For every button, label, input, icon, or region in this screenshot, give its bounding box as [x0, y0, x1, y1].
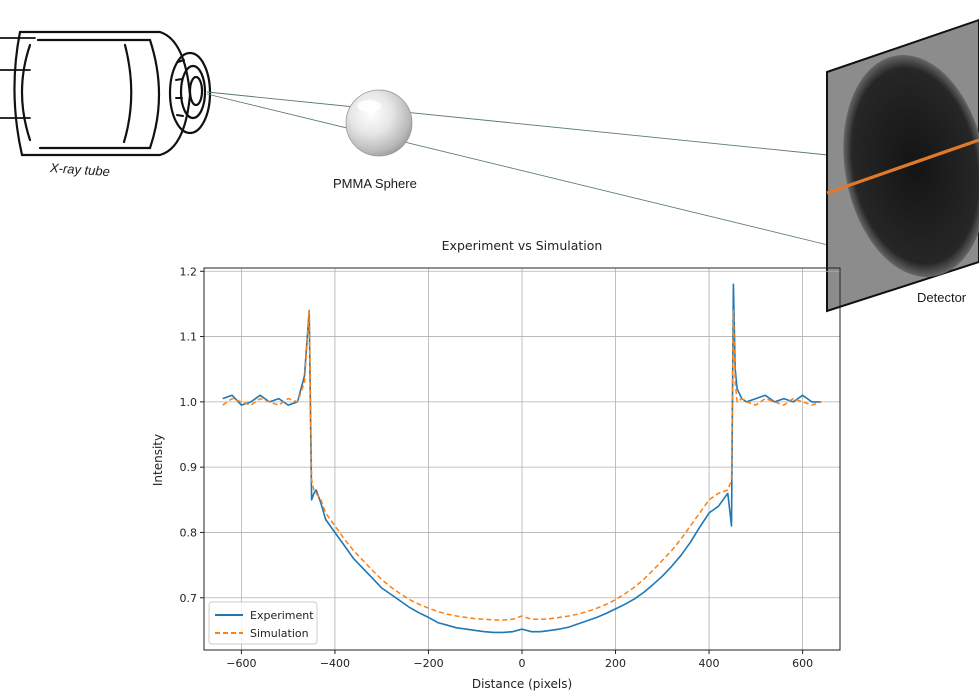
xray-tube-icon — [0, 30, 212, 157]
y-axis-label: Intensity — [151, 434, 165, 486]
chart-title: Experiment vs Simulation — [442, 238, 603, 253]
y-tick-label: 0.8 — [180, 526, 198, 539]
x-tick-label: 0 — [519, 657, 526, 670]
y-tick-label: 1.2 — [180, 265, 198, 278]
beam-lines — [206, 91, 829, 246]
x-tick-label: 600 — [792, 657, 813, 670]
y-ticks: 0.7 0.8 0.9 1.0 1.1 1.2 — [180, 265, 204, 605]
legend: Experiment Simulation — [208, 601, 318, 645]
detector-panel — [826, 18, 979, 313]
x-tick-label: 400 — [699, 657, 720, 670]
grid — [204, 268, 840, 650]
detector-profile-line — [826, 138, 979, 195]
y-tick-label: 1.0 — [180, 396, 198, 409]
pmma-sphere — [345, 89, 413, 157]
x-tick-label: −600 — [226, 657, 256, 670]
x-tick-label: −400 — [320, 657, 350, 670]
x-ticks: −600 −400 −200 0 200 400 600 — [226, 650, 813, 670]
detector-label: Detector — [917, 290, 967, 305]
y-tick-label: 0.9 — [180, 461, 198, 474]
xray-tube-label: X-ray tube — [49, 160, 111, 179]
series-layer — [222, 283, 822, 634]
series-experiment-line — [222, 283, 822, 634]
x-tick-label: 200 — [605, 657, 626, 670]
pmma-sphere-label: PMMA Sphere — [333, 176, 417, 191]
series-simulation-line — [222, 309, 822, 621]
y-tick-label: 1.1 — [180, 331, 198, 344]
y-tick-label: 0.7 — [180, 592, 198, 605]
legend-label-simulation: Simulation — [250, 627, 309, 640]
x-tick-label: −200 — [413, 657, 443, 670]
legend-label-experiment: Experiment — [250, 609, 314, 622]
x-axis-label: Distance (pixels) — [472, 677, 572, 691]
